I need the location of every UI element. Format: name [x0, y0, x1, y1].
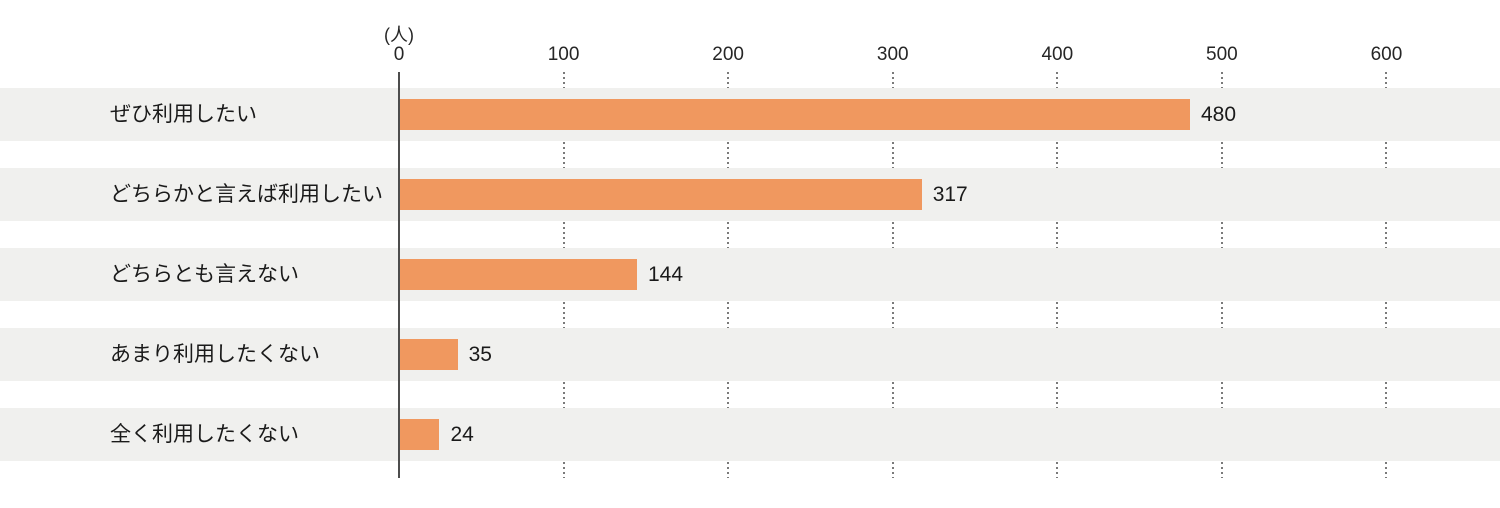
y-axis-line — [398, 72, 400, 478]
bar — [400, 259, 637, 290]
value-label: 144 — [647, 263, 684, 286]
category-label: どちらとも言えない — [110, 263, 299, 286]
category-label: 全く利用したくない — [110, 423, 299, 446]
x-tick-label: 400 — [1041, 44, 1074, 65]
x-tick-label: 300 — [876, 44, 909, 65]
x-tick-label: 0 — [393, 44, 405, 65]
x-tick-label: 600 — [1370, 44, 1403, 65]
x-tick-label: 200 — [712, 44, 744, 65]
category-label: どちらかと言えば利用したい — [110, 183, 383, 206]
axis-unit-label: (人) — [384, 25, 414, 45]
row-band — [0, 408, 1500, 461]
value-label: 480 — [1200, 103, 1237, 126]
x-tick-label: 100 — [547, 44, 580, 65]
bar — [400, 99, 1190, 130]
bar — [400, 419, 440, 450]
category-label: あまり利用したくない — [110, 343, 320, 366]
x-tick-label: 500 — [1206, 44, 1238, 65]
category-label: ぜひ利用したい — [110, 103, 257, 126]
row-band — [0, 248, 1500, 301]
value-label: 317 — [932, 183, 968, 206]
value-label: 24 — [450, 423, 474, 446]
bar — [400, 339, 458, 370]
bar — [400, 179, 922, 210]
row-band — [0, 328, 1500, 381]
value-label: 35 — [468, 343, 492, 366]
